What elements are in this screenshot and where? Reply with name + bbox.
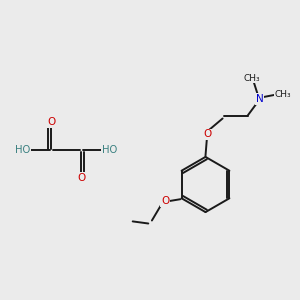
Text: N: N bbox=[256, 94, 263, 104]
Text: O: O bbox=[161, 196, 169, 206]
Text: HO: HO bbox=[102, 145, 117, 155]
Text: O: O bbox=[203, 129, 211, 140]
Text: HO: HO bbox=[15, 145, 30, 155]
Text: CH₃: CH₃ bbox=[244, 74, 260, 82]
Text: O: O bbox=[47, 117, 55, 128]
Text: CH₃: CH₃ bbox=[274, 90, 291, 99]
Text: O: O bbox=[77, 172, 85, 183]
